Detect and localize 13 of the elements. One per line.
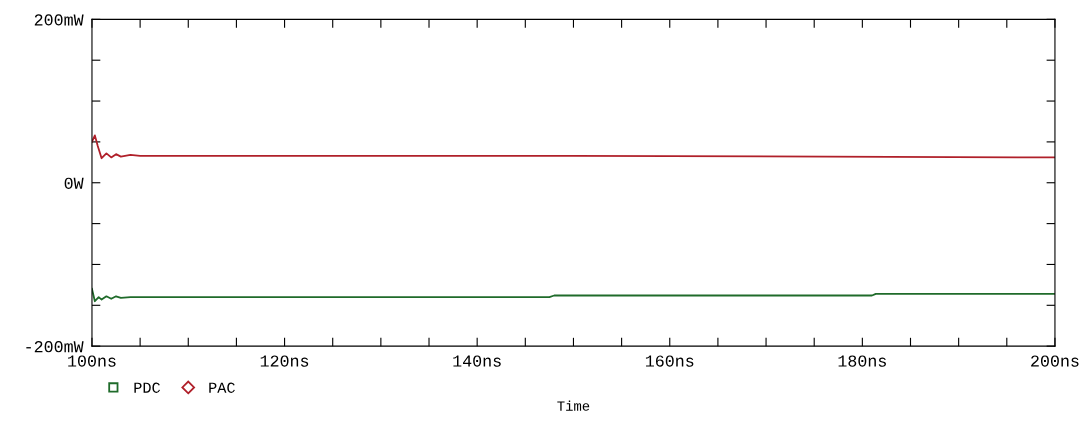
legend-label: PDC [134,382,161,393]
y-tick-label: 0W [64,177,84,189]
y-tick-label: -200mW [26,341,84,353]
legend-label: PAC [209,382,235,393]
x-tick-label: 100ns [68,355,116,367]
x-tick-label: 140ns [453,355,501,367]
x-tick-label: 200ns [1031,355,1079,367]
y-tick-label: 200mW [34,14,84,26]
x-tick-label: 120ns [260,355,309,367]
line-series [91,134,1055,160]
x-tick-label: 160ns [645,355,694,367]
x-tick-label: 180ns [838,355,886,367]
x-axis-title: Time [557,400,590,411]
